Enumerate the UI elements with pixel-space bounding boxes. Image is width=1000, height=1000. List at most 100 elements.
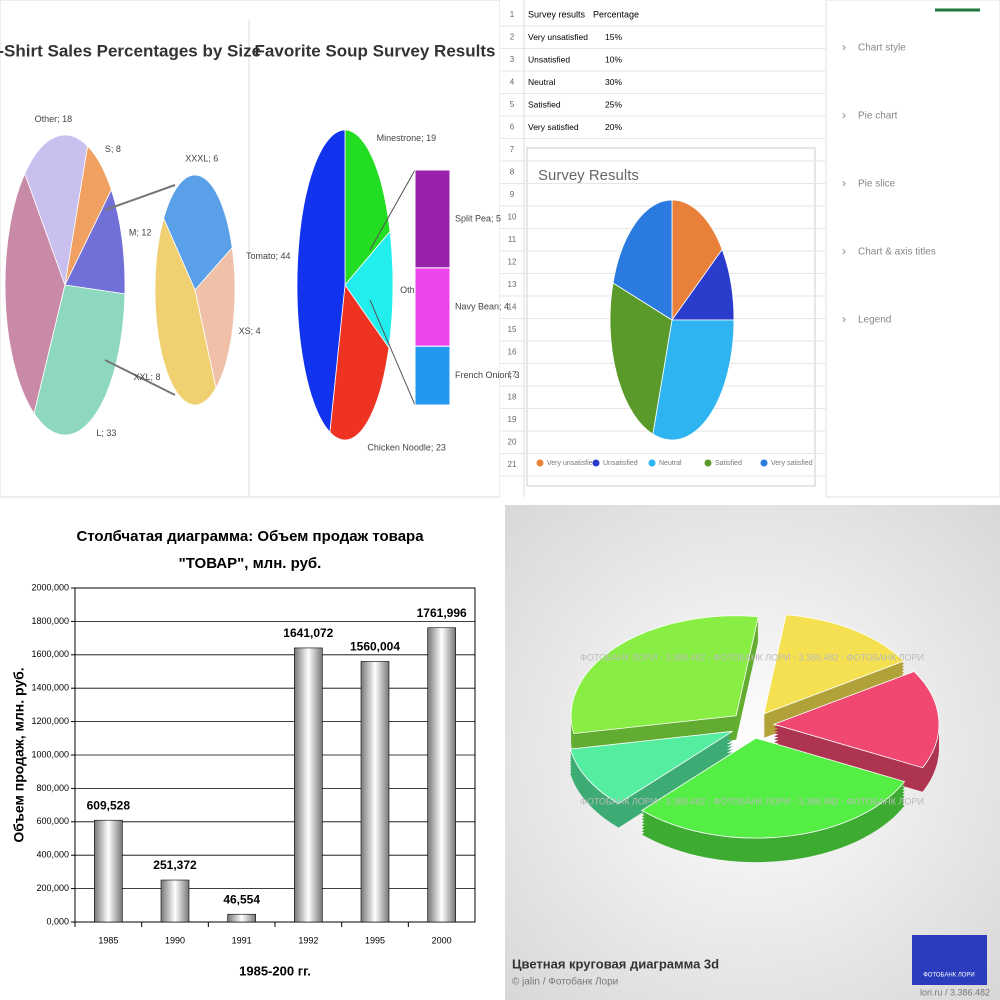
row-number: 5 <box>510 100 515 109</box>
table-cell: 20% <box>605 122 622 132</box>
data-label: Tomato; 44 <box>246 251 291 261</box>
row-number: 20 <box>508 438 517 447</box>
logo-text: ФОТОБАНК ЛОРИ <box>923 973 975 979</box>
stacked-bar <box>414 267 451 347</box>
row-number: 13 <box>508 280 517 289</box>
panel-item[interactable]: Pie chart <box>858 111 898 122</box>
data-label: M; 12 <box>129 228 152 238</box>
legend-label: Unsatisfied <box>603 460 638 467</box>
y-tick-label: 0,000 <box>46 916 69 926</box>
credit: © jalin / Фотобанк Лори <box>512 976 618 988</box>
data-label: 1560,004 <box>350 640 400 654</box>
bar <box>94 819 123 923</box>
row-number: 19 <box>508 415 517 424</box>
row-number: 1 <box>510 10 515 19</box>
chart-subtitle: "ТОВАР", млн. руб. <box>179 555 322 572</box>
y-tick-label: 1400,000 <box>31 683 69 693</box>
table-cell: Neutral <box>528 77 556 87</box>
x-tick-label: 1991 <box>232 935 252 945</box>
pie-slice <box>641 737 906 839</box>
data-label: 251,372 <box>153 858 197 872</box>
legend-marker <box>760 459 768 467</box>
data-label: S; 8 <box>105 144 121 154</box>
row-number: 7 <box>510 145 515 154</box>
x-tick-label: 1995 <box>365 935 385 945</box>
pie-slice <box>24 134 89 287</box>
stacked-bar <box>414 169 451 269</box>
legend-label: Very satisfied <box>771 460 813 467</box>
row-number: 10 <box>508 213 517 222</box>
table-cell: 10% <box>605 54 622 64</box>
legend-label: Satisfied <box>715 460 742 467</box>
pie-slice <box>163 174 233 291</box>
chart-title: Survey Results <box>538 167 639 184</box>
chevron: › <box>842 176 846 190</box>
pie-slice <box>344 230 394 349</box>
chart-title: T-Shirt Sales Percentages by Size <box>0 41 261 60</box>
row-number: 14 <box>508 303 517 312</box>
data-label: Chicken Noodle; 23 <box>367 442 446 452</box>
table-cell: 15% <box>605 32 622 42</box>
row-number: 15 <box>508 325 517 334</box>
panel-item[interactable]: Chart style <box>858 43 906 54</box>
data-label: L; 33 <box>96 428 116 438</box>
data-label: 1641,072 <box>283 626 333 640</box>
row-number: 17 <box>508 370 517 379</box>
data-label: Minestrone; 19 <box>377 133 437 143</box>
x-tick-label: 1992 <box>298 935 318 945</box>
pie-slice <box>609 282 673 435</box>
pie-slice <box>671 248 735 321</box>
x-tick-label: 1990 <box>165 935 185 945</box>
bar <box>427 627 456 923</box>
y-tick-label: 1000,000 <box>31 749 69 759</box>
table-cell: Unsatisfied <box>528 54 570 64</box>
data-label: XXXL; 6 <box>185 154 218 164</box>
data-label: 46,554 <box>223 892 260 906</box>
pie-slice <box>329 283 390 441</box>
table-header: Survey results <box>528 9 586 19</box>
pie-slice <box>569 730 733 805</box>
logo-box <box>912 935 987 985</box>
table-cell: Satisfied <box>528 99 561 109</box>
panel-item[interactable]: Pie slice <box>858 179 896 190</box>
table-header: Percentage <box>593 9 639 19</box>
pie-slice <box>772 671 940 769</box>
x-axis-label: 1985-200 гг. <box>239 963 311 978</box>
stacked-bar <box>414 345 451 406</box>
data-label: 1761,996 <box>417 606 467 620</box>
row-number: 2 <box>510 33 515 42</box>
table-cell: 30% <box>605 77 622 87</box>
pie-slice <box>296 129 346 434</box>
data-label: French Onion; 3 <box>455 370 520 380</box>
legend-label: Very unsatisfied <box>547 460 597 467</box>
pie-slice <box>612 199 673 321</box>
legend-marker <box>648 459 656 467</box>
pie-slice <box>570 615 759 735</box>
y-tick-label: 200,000 <box>36 883 69 893</box>
table-cell: Very satisfied <box>528 122 579 132</box>
y-tick-label: 600,000 <box>36 816 69 826</box>
data-label: XS; 4 <box>239 326 261 336</box>
y-axis-label: Объем продаж, млн. руб. <box>11 667 27 842</box>
legend-marker <box>592 459 600 467</box>
row-number: 4 <box>510 78 515 87</box>
chart-title: Favorite Soup Survey Results <box>255 41 496 60</box>
x-tick-label: 2000 <box>432 935 452 945</box>
legend-marker <box>536 459 544 467</box>
panel-item[interactable]: Chart & axis titles <box>858 247 936 258</box>
pie-slice <box>763 614 905 715</box>
row-number: 21 <box>508 460 517 469</box>
panel-item[interactable]: Legend <box>858 315 891 326</box>
row-number: 11 <box>508 235 517 244</box>
chevron: › <box>842 244 846 258</box>
data-label: XXL; 8 <box>134 372 161 382</box>
legend-marker <box>704 459 712 467</box>
source: lori.ru / 3.386.482 <box>920 987 990 997</box>
table-cell: 25% <box>605 99 622 109</box>
y-tick-label: 400,000 <box>36 850 69 860</box>
row-number: 18 <box>508 393 517 402</box>
pie-slice <box>652 319 735 441</box>
data-label: Navy Bean; 4 <box>455 301 509 311</box>
row-number: 16 <box>508 348 517 357</box>
pie-slice <box>4 172 66 415</box>
